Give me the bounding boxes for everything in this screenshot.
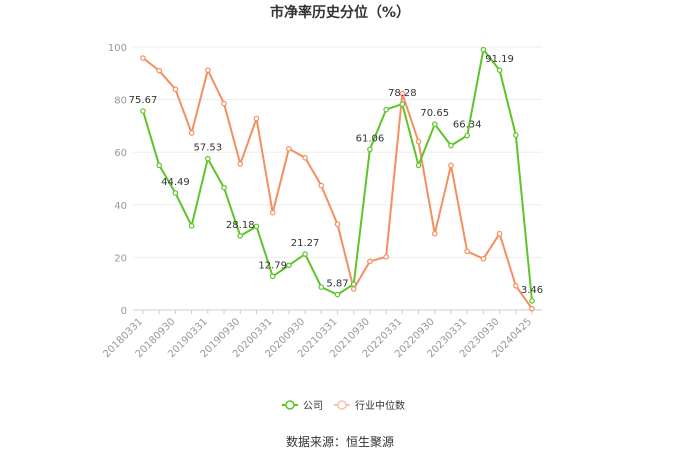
data-point-company xyxy=(237,233,244,239)
data-label: 21.27 xyxy=(291,238,320,249)
data-point-company xyxy=(269,273,276,280)
data-point-industry xyxy=(512,283,519,289)
series-lines xyxy=(140,46,535,312)
data-label: 78.28 xyxy=(388,88,417,99)
data-point-industry xyxy=(237,161,244,167)
y-tick-label: 80 xyxy=(114,96,127,107)
data-point-company xyxy=(221,184,227,191)
data-point-industry xyxy=(172,86,179,93)
data-point-industry xyxy=(188,130,195,136)
data-point-company xyxy=(496,67,503,73)
y-tick-label: 20 xyxy=(114,253,127,264)
legend-item-company[interactable]: 公司 xyxy=(282,400,323,412)
data-label: 91.19 xyxy=(485,54,514,65)
data-point-company xyxy=(480,46,487,53)
axes: 0204060801002018033120180930201903312019… xyxy=(101,43,534,360)
data-point-company xyxy=(512,132,519,138)
data-point-company xyxy=(205,155,211,162)
data-label: 57.53 xyxy=(194,143,223,154)
data-point-industry xyxy=(399,90,406,97)
y-tick-label: 40 xyxy=(114,201,127,212)
data-labels: 75.67 44.49 57.53 28.18 12.79 21.27 5.87 61.06 7… xyxy=(129,54,543,296)
data-point-company xyxy=(431,121,438,127)
data-point-company xyxy=(334,291,341,298)
y-tick-label: 0 xyxy=(121,306,127,317)
legend-label: 公司 xyxy=(303,401,323,412)
data-point-company xyxy=(302,251,308,257)
data-point-company xyxy=(156,162,163,169)
data-label: 66.34 xyxy=(453,120,482,131)
data-point-industry xyxy=(350,286,357,292)
data-point-industry xyxy=(431,230,438,237)
data-label: 44.49 xyxy=(161,177,190,188)
data-point-industry xyxy=(253,115,260,122)
legend[interactable]: 公司 行业中位数 xyxy=(282,399,405,412)
data-point-industry xyxy=(464,248,470,255)
data-point-company xyxy=(415,162,422,169)
data-label: 12.79 xyxy=(258,260,287,271)
data-point-company xyxy=(140,108,146,114)
data-point-industry xyxy=(367,258,373,265)
data-point-company xyxy=(188,223,195,229)
data-point-industry xyxy=(140,55,146,61)
grid-lines xyxy=(133,46,542,311)
chart-title: 市净率历史分位（%） xyxy=(270,4,410,21)
data-point-industry xyxy=(286,145,292,152)
data-point-company xyxy=(350,281,357,288)
data-point-company xyxy=(464,132,470,139)
legend-item-industry[interactable]: 行业中位数 xyxy=(334,399,405,412)
data-label: 5.87 xyxy=(326,279,348,290)
data-point-industry xyxy=(269,209,276,216)
data-label: 61.06 xyxy=(356,133,385,144)
legend-marker-icon xyxy=(285,400,295,410)
data-point-company xyxy=(399,101,406,107)
data-point-company xyxy=(448,142,454,149)
legend-marker-icon xyxy=(337,400,347,410)
data-point-industry xyxy=(383,254,389,260)
data-point-company xyxy=(253,223,260,230)
data-point-company xyxy=(383,106,389,113)
data-point-industry xyxy=(448,162,454,169)
data-point-company xyxy=(286,262,292,269)
y-tick-label: 60 xyxy=(114,148,127,159)
data-point-industry xyxy=(302,154,308,161)
data-point-industry xyxy=(496,230,503,237)
data-point-industry xyxy=(205,67,211,73)
data-label: 75.67 xyxy=(129,95,158,106)
data-point-industry xyxy=(480,255,487,262)
series-line-company xyxy=(142,48,533,301)
data-point-industry xyxy=(318,182,325,189)
data-point-industry xyxy=(529,305,535,312)
data-point-industry xyxy=(221,100,227,107)
data-point-company xyxy=(367,146,373,153)
source-note: 数据来源：恒生聚源 xyxy=(286,434,394,449)
data-label: 3.46 xyxy=(521,285,543,296)
data-label: 70.65 xyxy=(420,108,449,119)
legend-label: 行业中位数 xyxy=(355,399,405,412)
data-label: 28.18 xyxy=(226,220,255,231)
y-tick-label: 100 xyxy=(108,43,127,54)
data-point-company xyxy=(529,298,535,304)
data-point-company xyxy=(172,190,179,196)
data-point-industry xyxy=(334,221,341,228)
data-point-industry xyxy=(415,138,422,145)
data-point-industry xyxy=(156,67,163,74)
data-point-company xyxy=(318,284,325,290)
